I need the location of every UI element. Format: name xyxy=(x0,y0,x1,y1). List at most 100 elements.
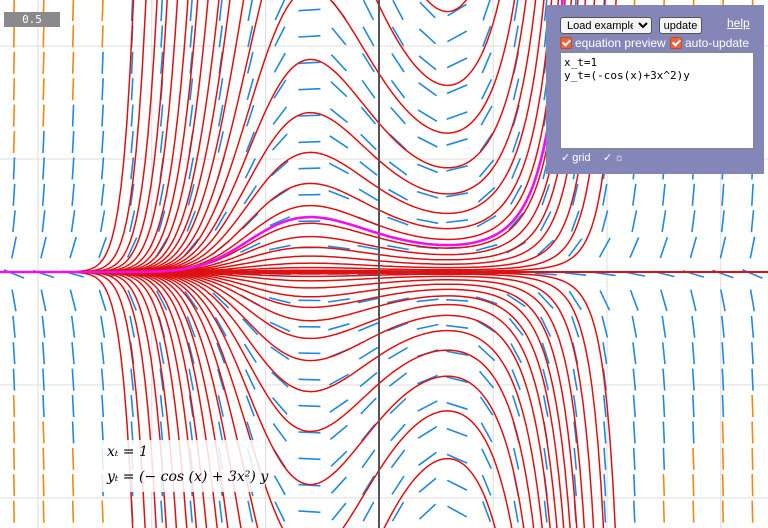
streamline xyxy=(0,0,209,273)
slope-dash xyxy=(71,183,75,206)
slope-dash xyxy=(360,106,377,125)
equation-preview-toggle[interactable]: equation preview xyxy=(560,36,666,50)
slope-dash xyxy=(273,79,287,99)
slope-dash xyxy=(751,500,754,523)
streamline xyxy=(0,0,516,273)
slope-dash xyxy=(603,500,607,523)
auto-update-label: auto-update xyxy=(685,36,750,50)
slope-dash xyxy=(480,422,493,443)
slope-dash xyxy=(244,369,256,390)
slope-dash xyxy=(751,368,754,391)
grid-toggle[interactable]: ✓ grid xyxy=(561,151,591,165)
slope-dash xyxy=(446,350,469,356)
update-button[interactable]: update xyxy=(659,17,702,34)
slope-dash xyxy=(212,292,230,309)
slope-dash xyxy=(721,368,725,391)
slope-dash xyxy=(329,399,349,413)
slope-dash xyxy=(217,104,224,127)
slope-dash xyxy=(357,297,380,304)
auto-update-toggle[interactable]: auto-update xyxy=(670,36,749,50)
slope-dash xyxy=(70,315,76,338)
slope-dash xyxy=(571,316,580,338)
streamline xyxy=(0,0,566,273)
slope-dash xyxy=(513,500,519,523)
slope-dash xyxy=(751,342,754,365)
slope-dash xyxy=(416,298,439,303)
slope-dash xyxy=(218,78,224,101)
slope-dash xyxy=(188,394,194,418)
slope-dash xyxy=(69,236,77,259)
equation-preview: xₜ = 1 yₜ = (− cos (x) + 3x²) y xyxy=(100,440,268,492)
slope-dash xyxy=(692,421,695,444)
slope-dash xyxy=(247,0,254,21)
equation-input[interactable]: x_t=1 y_t=(-cos(x)+3x^2)y xyxy=(560,52,754,149)
slope-dash xyxy=(273,52,286,73)
slope-dash xyxy=(721,421,725,444)
zoom-level-label[interactable]: 0.5 xyxy=(4,12,60,27)
slope-dash xyxy=(160,25,164,48)
slope-dash xyxy=(12,447,16,470)
slope-dash xyxy=(40,236,47,259)
slope-dash xyxy=(362,501,375,522)
slope-dash xyxy=(298,87,321,91)
highlight-curve xyxy=(0,0,564,274)
slope-dash xyxy=(447,30,468,43)
slope-dash xyxy=(359,371,378,388)
slope-dash xyxy=(129,210,136,233)
slope-dash xyxy=(390,106,406,125)
slope-dash xyxy=(633,500,636,523)
slope-dash xyxy=(479,396,494,416)
equation-preview-label: equation preview xyxy=(575,36,666,50)
slope-dash xyxy=(632,183,637,206)
slope-dash xyxy=(391,26,405,47)
slope-dash xyxy=(476,215,497,228)
slope-dash xyxy=(328,162,349,175)
slope-dash xyxy=(482,501,492,523)
slope-dash xyxy=(573,447,578,470)
slope-dash xyxy=(247,25,254,48)
slope-dash xyxy=(534,272,557,276)
slope-dash xyxy=(42,78,45,101)
slope-dash xyxy=(542,395,549,417)
slope-dash xyxy=(12,104,16,127)
slope-dash xyxy=(603,421,607,444)
slope-dash xyxy=(602,183,608,206)
slope-dash xyxy=(358,346,379,360)
auto-update-checkbox[interactable] xyxy=(670,37,682,49)
slope-dash xyxy=(598,237,611,258)
slope-dash xyxy=(691,210,696,233)
slope-dash xyxy=(42,474,45,497)
slope-dash xyxy=(188,157,195,180)
slope-dash xyxy=(159,104,164,127)
slope-dash xyxy=(271,160,289,177)
equation-preview-checkbox[interactable] xyxy=(560,37,572,49)
theme-toggle[interactable]: ✓ ☼ xyxy=(603,151,624,165)
slope-dash xyxy=(387,322,409,332)
slope-dash xyxy=(691,368,695,391)
slope-dash xyxy=(632,394,636,418)
slope-dash xyxy=(478,370,495,389)
load-example-select[interactable]: Load example... xyxy=(560,17,652,34)
slope-dash xyxy=(327,245,350,250)
slope-dash xyxy=(216,342,226,364)
slope-dash xyxy=(477,345,496,362)
slope-dash xyxy=(40,289,47,312)
slope-dash xyxy=(272,106,288,125)
slope-dash xyxy=(539,211,552,232)
slope-dash xyxy=(99,210,106,233)
slope-dash xyxy=(330,476,347,494)
slope-dash xyxy=(418,477,437,493)
slope-dash xyxy=(11,289,17,312)
theme-check-icon: ✓ xyxy=(603,152,613,164)
slope-dash xyxy=(214,316,227,337)
help-link[interactable]: help xyxy=(727,16,750,30)
streamline xyxy=(0,271,558,528)
slope-dash xyxy=(71,421,75,444)
slope-dash xyxy=(245,395,255,417)
streamline xyxy=(0,0,158,273)
slope-dash xyxy=(69,289,77,312)
slope-dash xyxy=(570,210,580,232)
slope-dash xyxy=(543,447,548,470)
slope-dash xyxy=(480,105,493,126)
slope-dash xyxy=(602,395,607,417)
